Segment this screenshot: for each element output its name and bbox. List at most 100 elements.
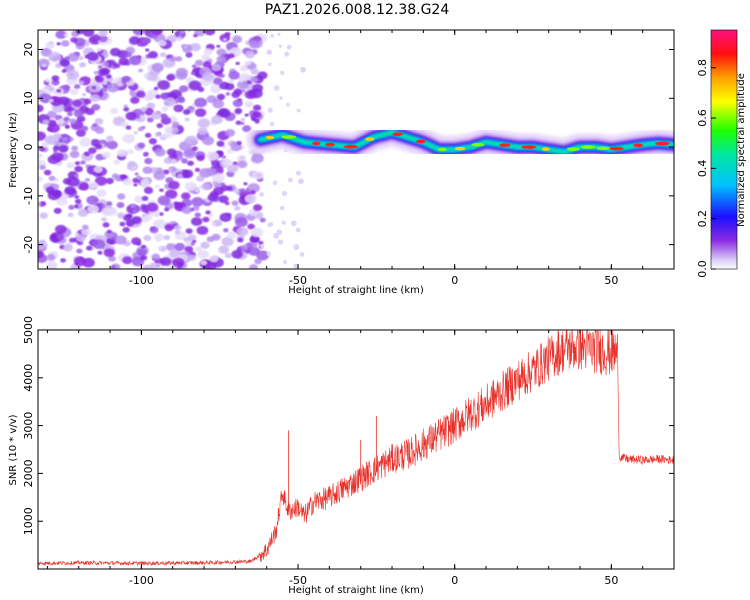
noise-blob <box>218 108 231 118</box>
noise-blob <box>235 120 242 126</box>
noise-blob <box>248 264 259 269</box>
noise-blob <box>64 125 70 129</box>
noise-blob <box>267 223 272 227</box>
noise-blob <box>125 125 132 130</box>
noise-blob <box>266 49 272 55</box>
noise-blob <box>48 175 56 182</box>
noise-blob <box>172 257 185 268</box>
snr-ytick-label: 4000 <box>22 364 35 392</box>
noise-blob <box>258 240 264 245</box>
spectrogram-y-label: Frequency (Hz) <box>8 112 19 188</box>
noise-blob <box>122 178 133 186</box>
noise-blob <box>176 95 185 102</box>
noise-blob <box>288 177 293 183</box>
noise-blob <box>216 44 221 48</box>
noise-blob <box>45 41 55 49</box>
noise-blob <box>290 220 297 227</box>
signal-peak <box>633 143 643 148</box>
snr-ytick-label: 3000 <box>22 412 35 440</box>
noise-blob <box>119 174 127 180</box>
noise-blob <box>128 36 140 45</box>
noise-blob <box>295 227 301 233</box>
spectrogram-frame <box>37 29 675 270</box>
noise-blob <box>53 133 62 140</box>
spec-xtick-label: -50 <box>289 274 307 287</box>
noise-blob <box>123 104 128 108</box>
noise-blob <box>184 117 190 122</box>
noise-blob <box>219 73 225 78</box>
noise-blob <box>143 186 154 195</box>
signal-peak <box>437 147 447 152</box>
snr-x-label: Height of straight line (km) <box>288 585 424 596</box>
noise-blob <box>57 118 65 125</box>
noise-blob <box>39 212 48 219</box>
noise-blob <box>182 44 189 49</box>
noise-blob <box>66 69 80 80</box>
noise-blob <box>252 104 262 112</box>
noise-blob <box>175 70 188 80</box>
signal-peak <box>265 135 275 140</box>
noise-blob <box>81 224 89 230</box>
noise-blob <box>85 245 93 251</box>
noise-blob <box>140 177 150 185</box>
noise-blob <box>97 250 103 255</box>
noise-blob <box>151 111 163 120</box>
noise-blob <box>164 224 174 232</box>
noise-blob <box>221 236 234 247</box>
noise-blob <box>173 224 182 231</box>
noise-blob <box>38 176 44 182</box>
noise-blob <box>175 56 183 62</box>
noise-blob <box>216 93 226 101</box>
noise-blob <box>243 182 248 186</box>
noise-blob <box>38 104 44 113</box>
noise-blob <box>42 119 50 125</box>
snr-xtick-label: -100 <box>129 574 154 587</box>
noise-blob <box>69 88 79 96</box>
noise-blob <box>248 40 259 49</box>
noise-blob <box>121 75 131 83</box>
noise-blob <box>76 248 83 254</box>
noise-blob <box>253 204 263 212</box>
noise-blob <box>150 30 163 36</box>
noise-blob <box>123 214 132 222</box>
noise-blob <box>249 190 256 195</box>
noise-blob <box>136 175 142 180</box>
spec-xtick-label: 50 <box>604 274 618 287</box>
noise-blob <box>184 245 194 253</box>
noise-blob <box>201 54 211 61</box>
noise-blob <box>160 113 167 119</box>
spec-ytick-label: -20 <box>22 236 35 254</box>
noise-blob <box>211 63 222 72</box>
noise-blob <box>202 72 214 82</box>
noise-blob <box>188 80 202 91</box>
noise-blob <box>87 204 100 214</box>
noise-blob <box>181 206 192 214</box>
signal-peak <box>521 145 537 149</box>
noise-blob <box>246 80 252 85</box>
noise-blob <box>116 202 125 209</box>
colorbar-gradient <box>710 29 738 270</box>
noise-blob <box>48 86 55 92</box>
noise-blob <box>139 114 146 119</box>
signal-peak <box>596 146 610 151</box>
noise-blob <box>247 183 260 193</box>
noise-blob <box>250 68 259 75</box>
noise-blob <box>286 44 292 50</box>
noise-blob <box>187 160 194 166</box>
noise-blob <box>38 250 44 259</box>
snr-y-ticks: 1000 2000 3000 4000 5000 <box>22 316 674 535</box>
noise-blob <box>95 76 104 83</box>
noise-blob <box>227 78 234 84</box>
signal-peak <box>343 144 358 149</box>
noise-blob <box>110 107 119 115</box>
noise-blob <box>134 172 139 176</box>
noise-blob <box>102 49 108 53</box>
noise-blob <box>75 30 85 35</box>
noise-blob <box>233 189 239 194</box>
noise-blob <box>244 193 257 204</box>
signal-peak <box>281 135 297 139</box>
signal-peak <box>566 147 580 151</box>
noise-blob <box>169 56 177 62</box>
noise-blob <box>259 217 266 223</box>
snr-ytick-label: 5000 <box>22 316 35 344</box>
